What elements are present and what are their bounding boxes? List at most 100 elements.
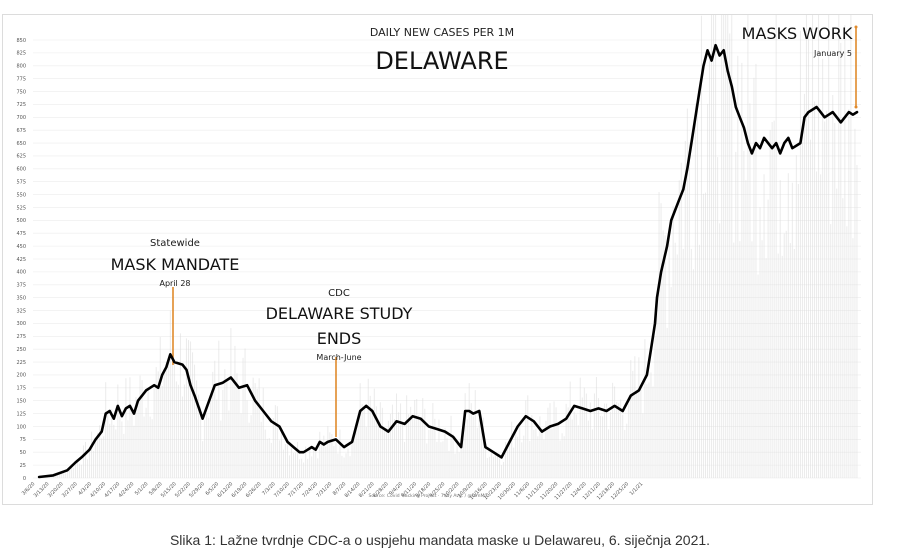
y-tick-label: 250 [16, 347, 26, 353]
x-tick-label: 6/26/20 [245, 481, 263, 499]
daily-bar [367, 378, 369, 478]
daily-bar [125, 378, 127, 478]
daily-bar [373, 388, 375, 478]
annotation-cdc: CDC [328, 288, 350, 299]
daily-bar [533, 429, 535, 478]
daily-bar [347, 448, 349, 478]
daily-bar [383, 430, 385, 478]
y-tick-label: 325 [16, 308, 26, 314]
daily-bar [545, 420, 547, 478]
daily-bar [660, 203, 662, 478]
daily-bar [642, 413, 644, 478]
daily-bar [349, 456, 351, 478]
daily-bar [70, 464, 72, 478]
x-tick-label: 5/29/20 [188, 481, 206, 499]
daily-bar [234, 345, 236, 478]
chart-svg: 0 25 50 75 100 125 150 175 200 225 250 275 300 325 350… [16, 15, 861, 501]
daily-bar [735, 151, 737, 478]
y-tick-label: 625 [16, 154, 26, 160]
daily-bar [561, 433, 563, 478]
daily-bar [329, 432, 331, 478]
masks-work-marker-dot-lower [854, 105, 858, 109]
daily-bar [608, 429, 610, 478]
daily-bar [301, 458, 303, 478]
annotation-mask-mandate: MASK MANDATE [111, 255, 240, 274]
annotation-delaware-study: DELAWARE STUDY [266, 304, 413, 323]
daily-bar [725, 15, 727, 478]
daily-bar [436, 441, 438, 478]
daily-bar [807, 37, 809, 479]
daily-bar [856, 165, 858, 479]
daily-bar [456, 443, 458, 478]
daily-bar [822, 58, 824, 479]
daily-bar [135, 397, 137, 478]
y-tick-label: 275 [16, 334, 26, 340]
daily-bar [838, 15, 840, 478]
daily-bar [672, 206, 674, 478]
daily-bar [662, 230, 664, 478]
daily-bar [282, 449, 284, 478]
daily-bar [290, 447, 292, 478]
daily-bar [284, 443, 286, 478]
daily-bar [733, 242, 735, 478]
daily-bar [729, 33, 731, 479]
daily-bar [147, 388, 149, 478]
daily-bar [270, 442, 272, 478]
daily-bar [484, 443, 486, 478]
daily-bar [105, 382, 107, 478]
daily-bar [684, 140, 686, 478]
daily-bar [612, 382, 614, 478]
daily-bar [151, 419, 153, 478]
y-tick-label: 100 [16, 424, 26, 430]
daily-bar [711, 15, 713, 479]
daily-bar [315, 450, 317, 478]
daily-bar [844, 25, 846, 479]
daily-bar [89, 449, 91, 478]
daily-bar [656, 313, 658, 478]
daily-bar [167, 361, 169, 478]
daily-bar [587, 420, 589, 478]
daily-bar [446, 438, 448, 478]
daily-bar [171, 357, 173, 478]
daily-bar [749, 103, 751, 479]
daily-bar [181, 396, 183, 478]
daily-bar [801, 125, 803, 478]
daily-bar [670, 287, 672, 478]
daily-bar [478, 417, 480, 478]
daily-bar [175, 381, 177, 478]
daily-bar [414, 399, 416, 478]
daily-bar [412, 419, 414, 478]
daily-bar [432, 403, 434, 478]
daily-bar [375, 406, 377, 478]
daily-bar [95, 440, 97, 478]
daily-bar [640, 386, 642, 478]
daily-bar [434, 418, 436, 478]
daily-bar [553, 401, 555, 478]
daily-bar [60, 470, 62, 478]
daily-bar [111, 409, 113, 478]
daily-bar [765, 258, 767, 478]
daily-bar [244, 348, 246, 478]
daily-bar [398, 412, 400, 478]
daily-bar [628, 404, 630, 478]
daily-bar [143, 416, 145, 478]
y-tick-label: 125 [16, 411, 26, 417]
daily-bar [709, 60, 711, 479]
daily-bar [464, 393, 466, 478]
x-tick-label: 7/31/20 [315, 481, 333, 499]
daily-bar [325, 446, 327, 478]
y-tick-label: 600 [16, 167, 26, 173]
daily-bar [317, 458, 319, 478]
daily-bar [595, 376, 597, 478]
y-tick-label: 450 [16, 244, 26, 250]
daily-bar [337, 453, 339, 478]
daily-bar [460, 441, 462, 478]
daily-bar [183, 384, 185, 478]
daily-bar [169, 310, 171, 478]
daily-bar [565, 403, 567, 478]
daily-bar [250, 415, 252, 478]
daily-bar [192, 352, 194, 478]
daily-bar [638, 357, 640, 478]
daily-bar [539, 416, 541, 478]
daily-bar [676, 254, 678, 478]
